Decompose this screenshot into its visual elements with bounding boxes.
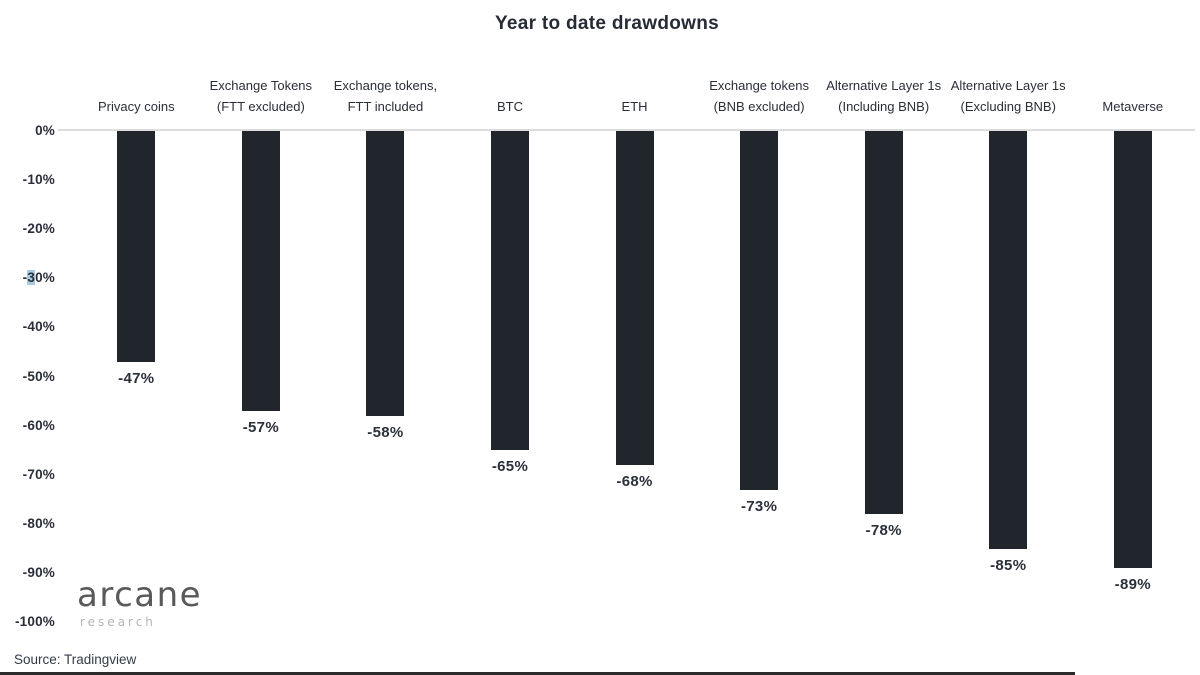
arcane-logo: arcane research <box>77 576 202 629</box>
value-label: -47% <box>118 369 155 387</box>
text-selection-highlight: 3 <box>27 270 36 286</box>
chart-title: Year to date drawdowns <box>494 13 720 34</box>
bar-column: Alternative Layer 1s (Including BNB) -78… <box>821 45 946 630</box>
y-tick-label: 0% <box>35 123 55 138</box>
bar-column: Exchange tokens, FTT included -58% <box>323 45 448 630</box>
y-tick-label: -60% <box>22 417 55 433</box>
y-tick-label: -80% <box>22 515 55 531</box>
value-label: -89% <box>1114 576 1151 594</box>
bar-column: ETH -68% <box>572 45 697 630</box>
category-label: Exchange tokens, FTT included <box>333 78 438 114</box>
bottom-strip <box>0 672 1075 675</box>
y-tick-label: -90% <box>22 565 55 581</box>
category-label: Metaverse <box>1102 99 1164 114</box>
category-label: Privacy coins <box>97 99 175 114</box>
bar <box>1113 131 1152 569</box>
category-label: Alternative Layer 1s (Excluding BNB) <box>950 78 1066 114</box>
value-label: -65% <box>491 458 529 476</box>
bar-column: Privacy coins -47% <box>74 45 199 630</box>
bar <box>989 131 1028 549</box>
y-tick-label: -50% <box>22 368 55 384</box>
bar-column: Metaverse -89% <box>1071 45 1196 630</box>
category-label: Exchange tokens (BNB excluded) <box>709 78 809 114</box>
bar-column: BTC -65% <box>448 45 573 630</box>
category-label: Alternative Layer 1s (Including BNB) <box>826 78 942 114</box>
y-tick-label: -10% <box>22 172 55 188</box>
category-label: BTC <box>496 99 523 114</box>
bar-column: Exchange Tokens (FTT excluded) -57% <box>199 45 324 630</box>
value-label: -68% <box>616 473 653 491</box>
y-tick-label: -40% <box>22 319 55 335</box>
logo-wordmark: arcane <box>77 575 203 615</box>
source-note: Source: Tradingview <box>14 652 137 667</box>
value-label: -58% <box>367 423 404 441</box>
plot-area: Privacy coins -47% Exchange Tokens (FTT … <box>74 45 1195 630</box>
category-label: ETH <box>621 99 648 114</box>
value-label: -85% <box>990 556 1027 574</box>
bar <box>490 131 529 451</box>
bar-column: Exchange tokens (BNB excluded) -73% <box>697 45 822 630</box>
bar <box>366 131 405 416</box>
bar <box>117 131 156 362</box>
value-label: -78% <box>865 522 902 540</box>
value-label: -57% <box>242 418 279 436</box>
logo-subtitle: research <box>80 615 156 629</box>
category-label: Exchange Tokens (FTT excluded) <box>209 78 313 114</box>
bar <box>864 131 903 515</box>
zero-gridline <box>58 129 1195 131</box>
y-tick-label: -70% <box>22 466 55 482</box>
y-tick-label: -30% <box>22 270 55 286</box>
bar-column: Alternative Layer 1s (Excluding BNB) -85… <box>946 45 1071 630</box>
bar <box>241 131 280 411</box>
y-tick-label: -20% <box>22 221 55 237</box>
bar <box>615 131 654 466</box>
bar <box>740 131 779 490</box>
y-tick-label: -100% <box>14 614 55 630</box>
value-label: -73% <box>740 497 778 515</box>
